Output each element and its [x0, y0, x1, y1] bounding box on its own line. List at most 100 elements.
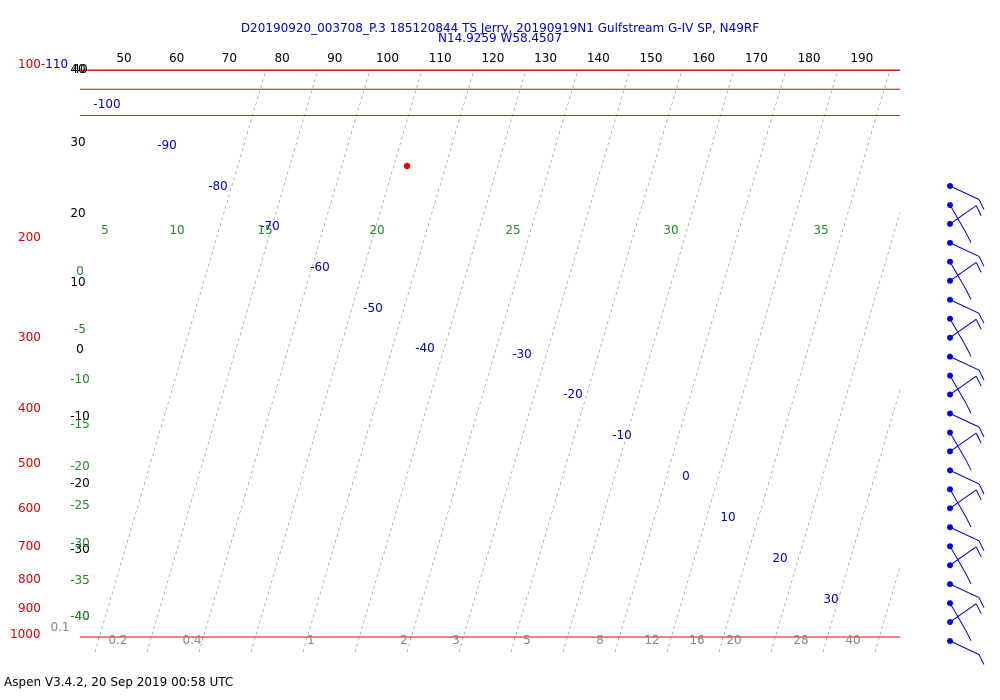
- moist-adiabat-label: 0: [76, 264, 84, 278]
- isotherm-label: -70: [260, 219, 280, 233]
- moist-adiabat-label: -40: [70, 609, 90, 623]
- top-scale-label: 60: [169, 51, 184, 65]
- wind-barb-flag: [965, 516, 972, 528]
- wind-barb-shaft: [949, 261, 967, 290]
- wind-barb-flag: [978, 654, 985, 665]
- wind-barb-shaft: [949, 469, 980, 485]
- chart-title: D20190920_003708_P.3 185120844 TS Jerry,…: [240, 21, 760, 35]
- pressure-label: 300: [18, 330, 41, 344]
- pressure-label: 400: [18, 401, 41, 415]
- wind-barb-station: [947, 505, 953, 512]
- footer-version: Aspen V3.4.2, 20 Sep 2019 00:58 UTC: [4, 675, 234, 689]
- wind-barb-flag: [978, 483, 985, 495]
- wind-barb-flag: [975, 375, 982, 387]
- pressure-label: 900: [18, 601, 41, 615]
- top-scale-label: 40: [72, 62, 87, 76]
- top-scale-label: 120: [481, 51, 504, 65]
- isotherm-label: -100: [93, 97, 120, 111]
- isotherm-label: -80: [208, 179, 228, 193]
- mixing-ratio-line: [562, 69, 735, 652]
- left-temp-label: -30: [70, 542, 90, 556]
- wind-barb-shaft: [949, 545, 967, 575]
- wind-barb-flag: [975, 546, 982, 558]
- wind-barb-shaft: [949, 546, 977, 566]
- wind-barb-shaft: [949, 318, 977, 339]
- wind-barb-shaft: [949, 261, 977, 282]
- wind-barb-station: [947, 543, 953, 550]
- left-temp-label: 0: [76, 342, 84, 356]
- wind-barb-shaft: [949, 432, 977, 452]
- wind-barb-shaft: [949, 640, 980, 655]
- moist-adiabat-label: -30: [70, 536, 90, 550]
- wind-barb-shaft: [949, 318, 967, 347]
- wind-barb-flag: [975, 205, 982, 216]
- wind-barb-station: [947, 581, 953, 588]
- mixing-ratio-label: 28: [793, 633, 808, 647]
- isotherm-label: -60: [310, 260, 330, 274]
- wind-barb-shaft: [949, 375, 967, 404]
- wind-barb-flag: [965, 289, 972, 300]
- wind-barb-shaft: [949, 489, 977, 509]
- mixing-ratio-label: 5: [523, 633, 531, 647]
- moist-adiabat-label: -5: [74, 322, 86, 336]
- mixing-ratio-line: [614, 69, 787, 652]
- wind-barb-shaft: [949, 204, 967, 233]
- moist-adiabat-label: 20: [369, 223, 384, 237]
- pressure-label: 1000: [10, 627, 41, 641]
- mixing-ratio-line: [406, 69, 579, 652]
- mixing-ratio-line: [718, 69, 891, 652]
- moist-adiabat-label: -25: [70, 498, 90, 512]
- mixing-ratio-label: 0.2: [108, 633, 127, 647]
- mixing-ratio-line: [250, 69, 423, 652]
- moist-adiabat-label: 10: [169, 223, 184, 237]
- top-scale-label: 130: [534, 51, 557, 65]
- left-temp-label: -10: [70, 409, 90, 423]
- left-temp-label: -20: [70, 476, 90, 490]
- mixing-ratio-label: 0.1: [50, 620, 69, 634]
- left-temp-label: 30: [70, 135, 85, 149]
- wind-barb-station: [947, 353, 953, 360]
- wind-barb-flag: [965, 403, 972, 414]
- wind-barb-flag: [965, 573, 972, 585]
- wind-barb-shaft: [949, 432, 967, 461]
- temperature-top-point: [403, 162, 411, 170]
- wind-barb-shaft: [949, 205, 977, 225]
- moist-adiabat-label: -20: [70, 459, 90, 473]
- mixing-ratio-line: [94, 69, 267, 652]
- wind-barb-flag: [975, 603, 982, 614]
- pressure-label: 200: [18, 230, 41, 244]
- wind-barb-shaft: [949, 526, 980, 542]
- left-temp-label: 40: [70, 62, 85, 76]
- wind-barb-shaft: [949, 242, 980, 257]
- mixing-ratio-label: 2: [400, 633, 408, 647]
- pressure-label: 700: [18, 539, 41, 553]
- wind-barbs: [947, 183, 985, 665]
- wind-barb-station: [947, 315, 953, 322]
- isotherm-label: -30: [512, 347, 532, 361]
- pressure-label: 100-110: [18, 57, 68, 71]
- moist-adiabat-label: -10: [70, 372, 90, 386]
- top-scale-label: 150: [640, 51, 663, 65]
- wind-barb-flag: [965, 232, 972, 243]
- isotherm-label: -90: [157, 138, 177, 152]
- chart-location: N14.9259 W58.4507: [438, 31, 562, 45]
- top-scale-label: 140: [587, 51, 610, 65]
- wind-barb-flag: [975, 489, 982, 501]
- wind-barb-shaft: [949, 583, 980, 599]
- isotherm-label: -50: [363, 301, 383, 315]
- top-scale-label: 180: [798, 51, 821, 65]
- isotherm-label: -40: [415, 341, 435, 355]
- wind-barb-shaft: [949, 185, 980, 200]
- wind-barb-flag: [978, 426, 985, 438]
- isotherm-label: 30: [823, 592, 838, 606]
- wind-barb-flag: [978, 597, 985, 608]
- mixing-ratio-line: [874, 565, 900, 652]
- mixing-ratio-line: [510, 69, 683, 652]
- mixing-ratio-label: 1: [307, 633, 315, 647]
- top-scale-label: 50: [116, 51, 131, 65]
- wind-barb-station: [947, 277, 953, 284]
- mixing-ratio-label: 12: [644, 633, 659, 647]
- wind-barb-flag: [965, 346, 972, 357]
- wind-barb-flag: [978, 199, 985, 210]
